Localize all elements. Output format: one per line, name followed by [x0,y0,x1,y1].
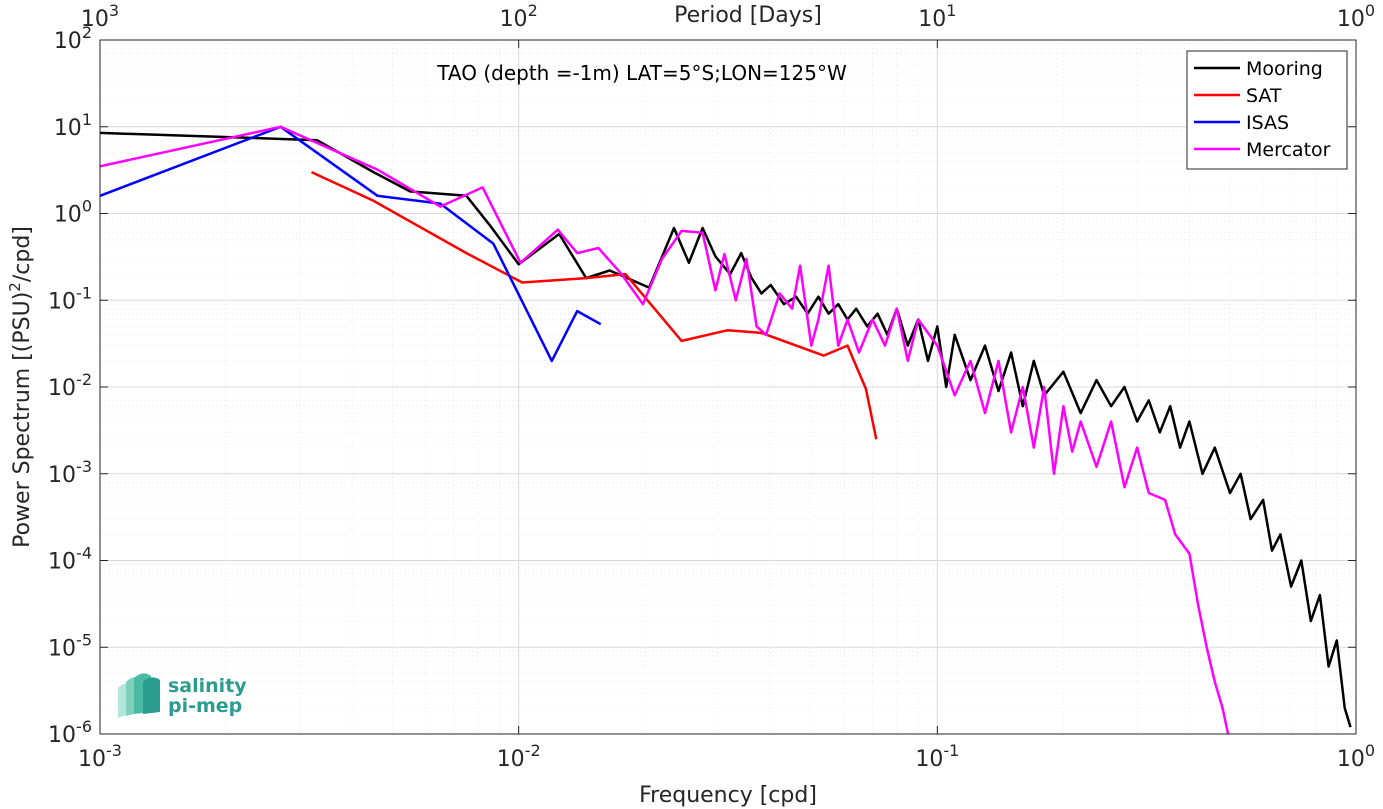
chart-title: TAO (depth =-1m) LAT=5°S;LON=125°W [436,61,847,85]
y-tick-label: 10-2 [48,370,92,401]
series-line-mooring [99,131,1352,728]
series-line-isas [99,125,602,363]
top-tick-label: 103 [81,1,119,32]
x-tick-label: 10-3 [78,741,122,772]
x-tick-label: 10-1 [915,741,959,772]
y-tick-label: 10-5 [48,630,92,661]
top-tick-label: 102 [500,1,538,32]
legend-label-mooring: Mooring [1246,58,1323,80]
y-tick-label: 10-4 [48,544,92,575]
logo-text-pimep: pi-mep [168,695,242,717]
series-line-mercator [99,125,1230,735]
y-tick-label: 10-1 [48,283,92,314]
series-lines [99,125,1352,735]
salinity-pimep-logo: salinity pi-mep [118,673,247,718]
series-line-sat [310,170,878,440]
wave-logo-icon [118,673,160,718]
y-tick-label: 10-3 [48,457,92,488]
y-tick-label: 10-6 [48,717,92,748]
legend-label-mercator: Mercator [1246,139,1331,161]
x-tick-label: 10-2 [497,741,541,772]
legend-label-isas: ISAS [1246,112,1289,134]
y-tick-label: 101 [54,110,92,141]
legend-label-sat: SAT [1246,85,1282,107]
y-tick-label: 102 [54,23,92,54]
top-tick-label: 101 [918,1,956,32]
y-tick-label: 100 [54,197,92,228]
top-tick-label: 100 [1337,1,1375,32]
x-axis-label: Frequency [cpd] [639,783,817,808]
logo-text-salinity: salinity [168,675,247,697]
legend: Mooring SAT ISAS Mercator [1186,50,1348,170]
grid-lines [99,40,1356,735]
y-axis-label: Power Spectrum [(PSU)2/cpd] [6,226,35,548]
top-axis-label: Period [Days] [674,3,822,28]
x-tick-label: 100 [1337,741,1375,772]
